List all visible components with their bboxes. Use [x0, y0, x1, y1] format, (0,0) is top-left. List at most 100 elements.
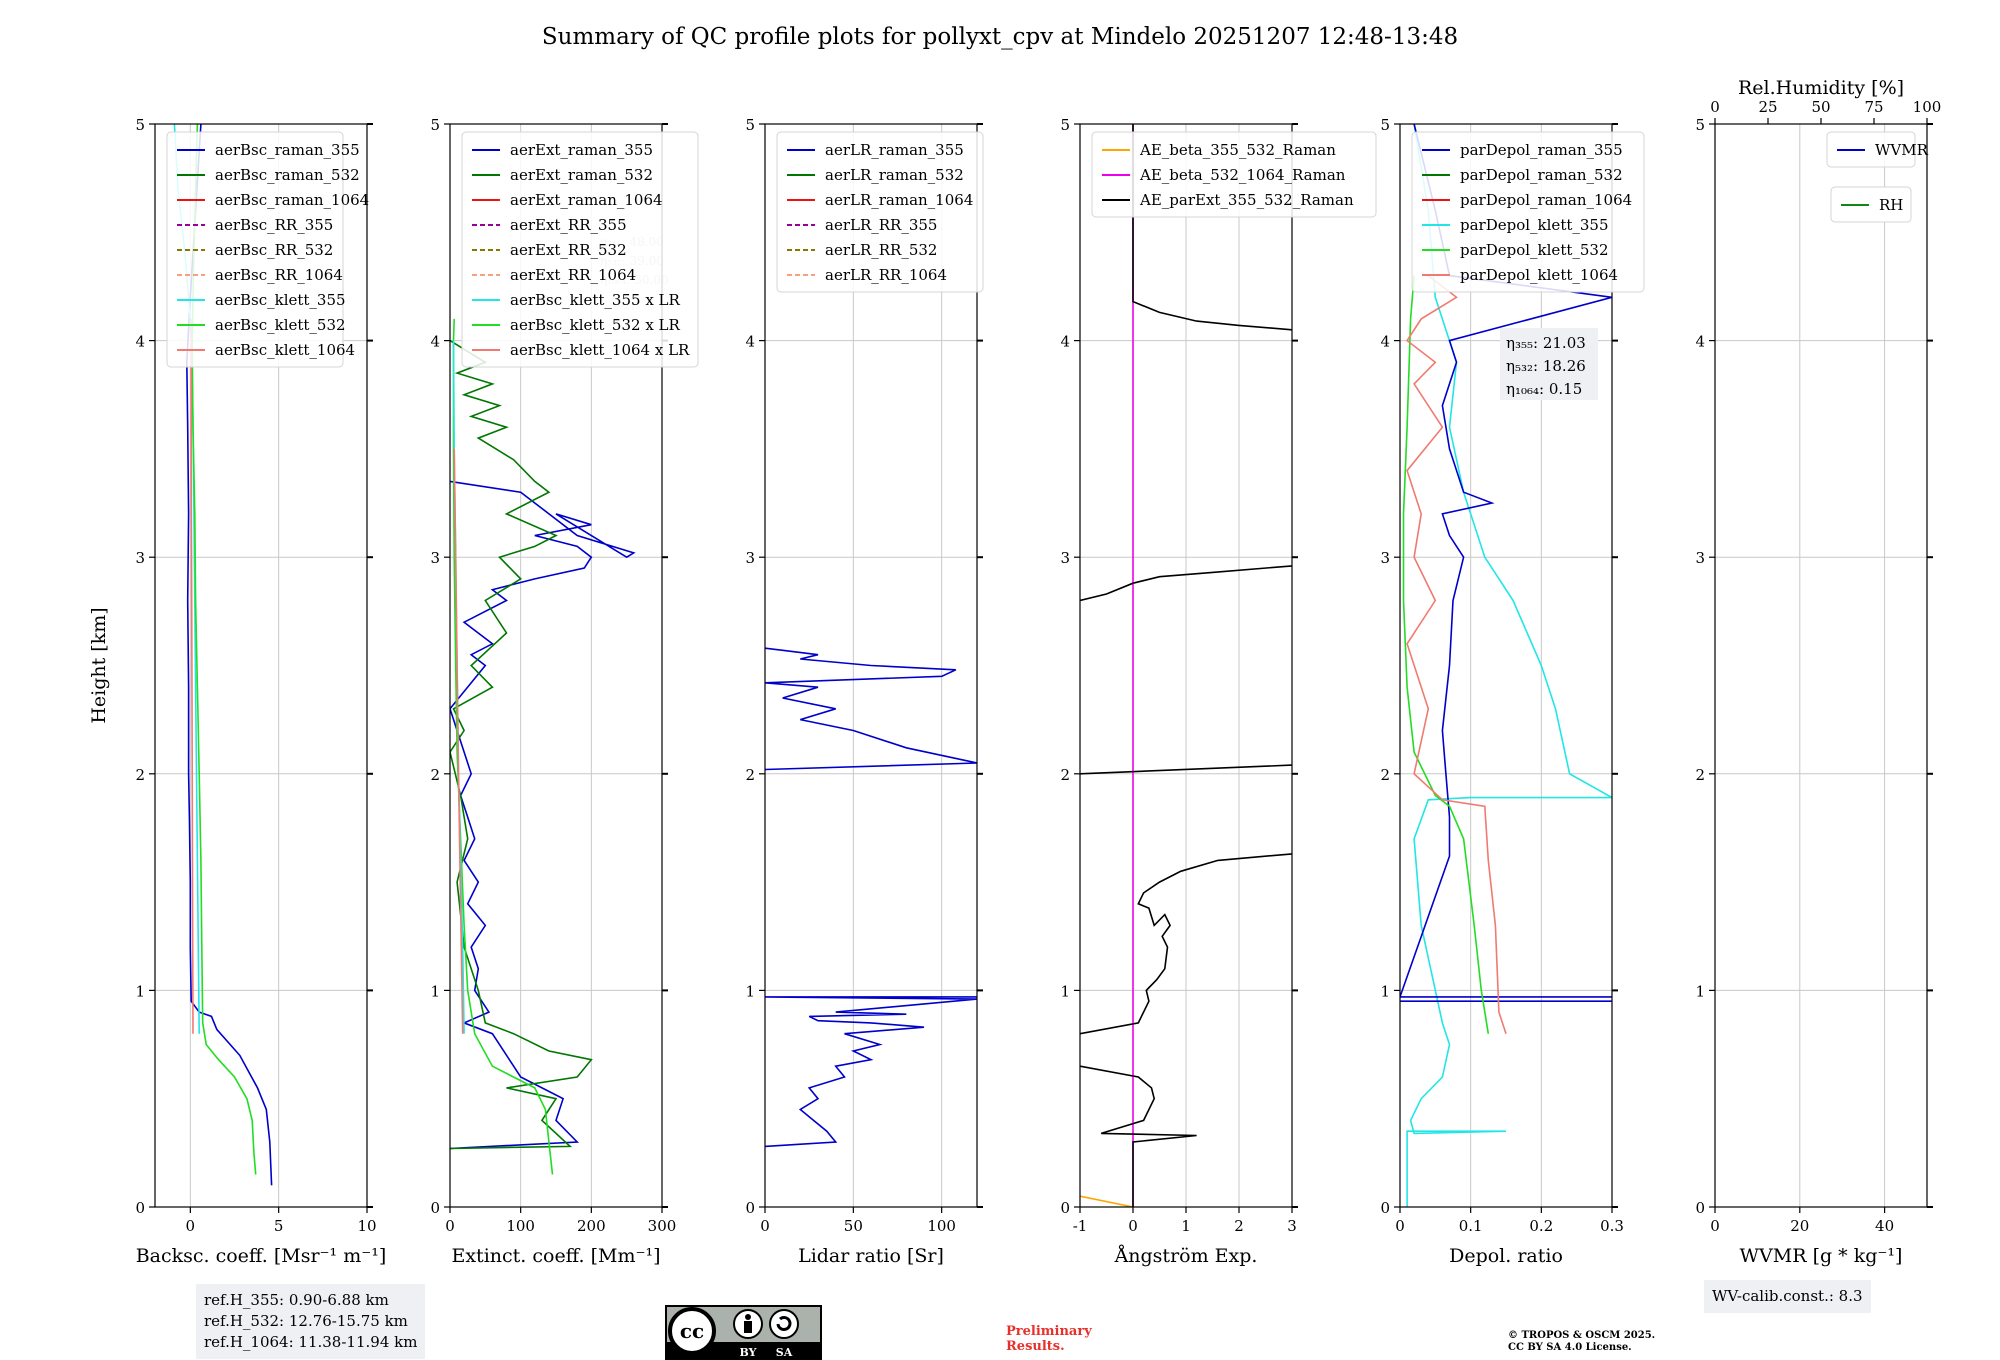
top-x-tick-label: 75: [1864, 98, 1883, 116]
y-tick-label: 4: [1695, 333, 1705, 351]
legend-label: parDepol_klett_1064: [1460, 266, 1618, 284]
legend-frame: [1826, 131, 1916, 168]
series-aerLR_raman_355_low: [765, 996, 977, 1148]
y-tick-label: 5: [745, 116, 755, 134]
series-group: [1400, 124, 1612, 1207]
x-tick-label: 3: [1287, 1217, 1297, 1235]
legend-label: AE_beta_355_532_Raman: [1139, 141, 1336, 159]
legend-frame: [1411, 131, 1645, 293]
y-tick-label: 5: [1695, 116, 1705, 134]
legend: AE_beta_355_532_Raman AE_beta_532_1064_Ra…: [1091, 131, 1377, 218]
legend-label: aerBsc_klett_532: [215, 316, 346, 334]
legend-label: AE_parExt_355_532_Raman: [1139, 191, 1354, 209]
x-tick-label: 0: [1710, 1217, 1720, 1235]
legend-frame: [166, 131, 344, 368]
legend-label: aerBsc_RR_1064: [215, 266, 343, 284]
x-axis-label: Lidar ratio [Sr]: [798, 1245, 944, 1267]
y-tick-label: 0: [430, 1199, 440, 1217]
series-aerBsc_klett_1064 x LR: [453, 448, 464, 1034]
cc-icon: cc: [680, 1319, 704, 1343]
legend-label: aerBsc_klett_355: [215, 291, 346, 309]
y-tick-label: 1: [745, 982, 755, 1000]
series-group: [1080, 124, 1292, 1207]
series-AE_beta_355_532_Raman: [1080, 1195, 1134, 1207]
legend-label: aerExt_raman_355: [510, 141, 653, 159]
series-parDepol_klett_1064: [1406, 274, 1507, 1034]
y-tick-label: 1: [1380, 982, 1390, 1000]
y-tick-label: 2: [430, 766, 440, 784]
legend2-frame: [1830, 186, 1912, 223]
legend-label: aerExt_RR_1064: [510, 266, 636, 284]
y-tick-label: 1: [135, 982, 145, 1000]
y-tick-label: 4: [1380, 333, 1390, 351]
series-AE_parExt_355_532_Raman_seg4: [1080, 565, 1292, 602]
series-parDepol_klett_355: [1406, 124, 1612, 1207]
y-tick-label: 3: [135, 549, 145, 567]
eta-label: η₅₃₂: 18.26: [1506, 357, 1586, 375]
series-parDepol_raman_355: [1400, 124, 1612, 1003]
series-aerLR_raman_355_high: [765, 647, 977, 771]
x-axis-label: Depol. ratio: [1449, 1245, 1563, 1267]
x-tick-label: 0: [1395, 1217, 1405, 1235]
legend-frame: [776, 131, 984, 293]
x-tick-label: 40: [1875, 1217, 1894, 1235]
legend-frame: [1091, 131, 1377, 218]
y-tick-label: 0: [135, 1199, 145, 1217]
reference-heights-box: ref.H_355: 0.90-6.88 km ref.H_532: 12.76…: [196, 1284, 426, 1359]
legend-label: aerBsc_klett_1064 x LR: [510, 341, 690, 359]
legend-label: aerBsc_raman_532: [215, 166, 360, 184]
top-x-tick-label: 25: [1758, 98, 1777, 116]
legend-label: aerBsc_RR_355: [215, 216, 333, 234]
y-tick-label: 5: [1060, 116, 1070, 134]
axes-frame: [1714, 123, 1928, 1208]
x-tick-label: 300: [648, 1217, 677, 1235]
legend-frame: [461, 131, 699, 368]
x-tick-label: 0: [186, 1217, 196, 1235]
series-aerExt_raman_355: [450, 480, 636, 1150]
eta-box: [1500, 328, 1598, 400]
y-tick-label: 3: [1695, 549, 1705, 567]
panel-ext: 0 100 200 300 0 1 2 3 4 5 Extinct. coeff. [Mm⁻¹] ae…: [430, 116, 699, 1267]
series-AE_parExt_355_532_Raman_seg3: [1080, 764, 1292, 775]
legend-label: aerBsc_klett_1064: [215, 341, 355, 359]
axes-frame: [764, 123, 978, 1208]
series-AE_parExt_355_532_Raman_seg2: [1080, 853, 1292, 1035]
series-aerExt_raman_532: [450, 339, 593, 1150]
y-tick-label: 2: [1380, 766, 1390, 784]
y-tick-label: 5: [430, 116, 440, 134]
legend: aerBsc_raman_355 aerBsc_raman_532 aerBsc_r…: [166, 131, 369, 368]
legend-label: aerBsc_raman_355: [215, 141, 360, 159]
legend2-label: RH: [1879, 196, 1903, 214]
legend-label: AE_beta_532_1064_Raman: [1139, 166, 1346, 184]
y-tick-label: 2: [135, 766, 145, 784]
x-tick-label: 50: [844, 1217, 863, 1235]
sa-share-icon: [776, 1316, 792, 1331]
y-tick-label: 2: [745, 766, 755, 784]
x-tick-label: 100: [927, 1217, 956, 1235]
legend-label: aerExt_raman_532: [510, 166, 653, 184]
cc-by-sa-logo: cc BY SA: [665, 1305, 822, 1360]
x-axis-label: Extinct. coeff. [Mm⁻¹]: [451, 1245, 660, 1267]
panel-lr: 0 50 100 0 1 2 3 4 5 Lidar ratio [Sr] aerLR_raman_…: [745, 116, 984, 1267]
top-x-tick-label: 0: [1710, 98, 1720, 116]
x-tick-label: 0: [1128, 1217, 1138, 1235]
top-x-tick-label: 100: [1913, 98, 1942, 116]
panel-wv: 0 20 40 0 1 2 3 4 5 WVMR [g * kg⁻¹] 0 25 50 75 100 Rel.…: [1695, 77, 1941, 1267]
legend-label: aerLR_raman_355: [825, 141, 964, 159]
x-tick-label: 200: [577, 1217, 606, 1235]
copyright-note: © TROPOS & OSCM 2025. CC BY SA 4.0 Licen…: [1508, 1330, 1656, 1353]
axes-frame: [154, 123, 368, 1208]
figure-title: Summary of QC profile plots for pollyxt_…: [542, 24, 1458, 50]
preliminary-results-note: Preliminary Results.: [1006, 1324, 1092, 1354]
cc-by-label: BY: [740, 1346, 757, 1359]
y-tick-label: 5: [1380, 116, 1390, 134]
axes-frame: [449, 123, 663, 1208]
y-tick-label: 3: [745, 549, 755, 567]
series-aerBsc_raman_355: [185, 124, 273, 1186]
legend-label: parDepol_klett_355: [1460, 216, 1609, 234]
y-tick-label: 4: [1060, 333, 1070, 351]
eta-annotation: η₃₅₅: 21.03 η₅₃₂: 18.26 η₁₀₆₄: 0.15: [1500, 328, 1598, 400]
